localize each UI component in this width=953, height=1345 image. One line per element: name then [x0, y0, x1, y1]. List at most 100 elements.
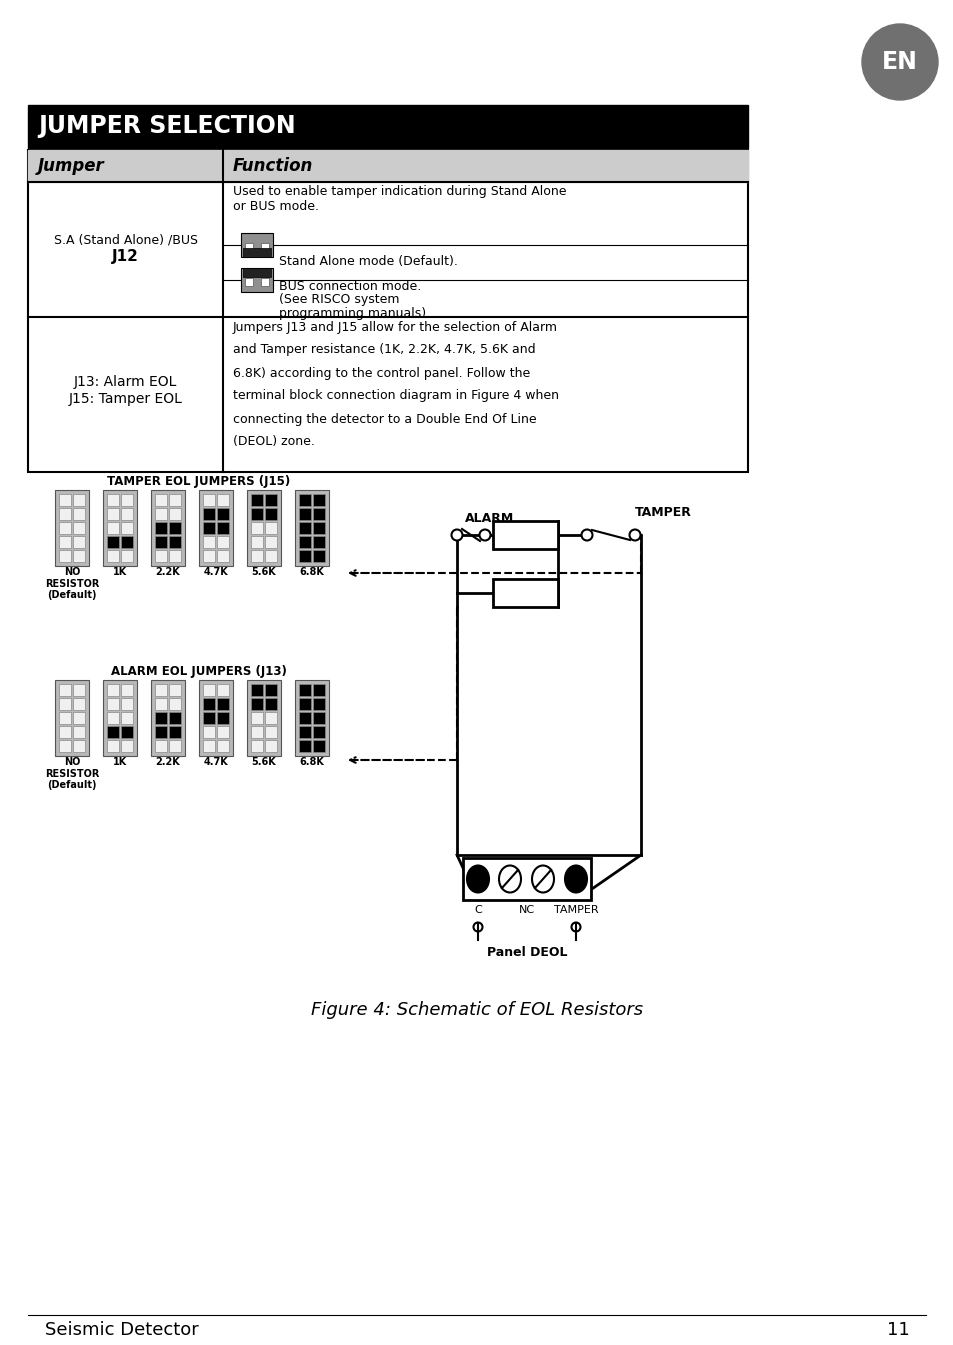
Bar: [59, 508, 71, 521]
Bar: [121, 550, 132, 562]
Ellipse shape: [467, 865, 489, 893]
Ellipse shape: [571, 923, 579, 932]
Bar: [493, 578, 558, 607]
Text: S.A (Stand Alone) /BUS: S.A (Stand Alone) /BUS: [53, 234, 197, 246]
Bar: [121, 740, 132, 752]
Bar: [59, 537, 71, 547]
Bar: [313, 522, 325, 534]
Bar: [216, 698, 229, 710]
Bar: [265, 508, 276, 521]
Text: 2.2K: 2.2K: [155, 757, 180, 767]
Text: (See RISCO system: (See RISCO system: [278, 293, 399, 307]
Bar: [313, 494, 325, 506]
Bar: [261, 278, 269, 286]
Text: 4.7K: 4.7K: [203, 568, 228, 577]
Bar: [59, 712, 71, 724]
Bar: [107, 726, 119, 738]
Bar: [203, 537, 214, 547]
Bar: [251, 712, 263, 724]
Bar: [169, 740, 181, 752]
Bar: [265, 550, 276, 562]
Text: J12: J12: [112, 250, 139, 265]
Bar: [73, 550, 85, 562]
Text: J15: Tamper EOL: J15: Tamper EOL: [69, 391, 182, 406]
Text: 6.8K: 6.8K: [299, 568, 324, 577]
Bar: [107, 698, 119, 710]
Text: Figure 4: Schematic of EOL Resistors: Figure 4: Schematic of EOL Resistors: [311, 1001, 642, 1020]
Ellipse shape: [629, 530, 639, 541]
Text: 6.8K) according to the control panel. Follow the: 6.8K) according to the control panel. Fo…: [233, 366, 530, 379]
Bar: [203, 726, 214, 738]
Text: Stand Alone mode (Default).: Stand Alone mode (Default).: [278, 256, 457, 269]
Bar: [245, 278, 253, 286]
Bar: [298, 494, 311, 506]
Bar: [313, 537, 325, 547]
Bar: [28, 151, 747, 182]
Text: ALARM EOL JUMPERS (J13): ALARM EOL JUMPERS (J13): [111, 666, 287, 678]
Bar: [251, 740, 263, 752]
Bar: [154, 550, 167, 562]
Bar: [151, 681, 185, 756]
Bar: [73, 726, 85, 738]
Bar: [313, 685, 325, 695]
Bar: [265, 537, 276, 547]
Bar: [103, 490, 137, 566]
Text: Panel DEOL: Panel DEOL: [486, 947, 567, 959]
Bar: [154, 698, 167, 710]
Bar: [265, 712, 276, 724]
Bar: [241, 268, 273, 292]
Bar: [73, 537, 85, 547]
Bar: [59, 494, 71, 506]
Bar: [216, 726, 229, 738]
Bar: [203, 522, 214, 534]
Text: Seismic Detector: Seismic Detector: [45, 1321, 198, 1340]
Bar: [313, 740, 325, 752]
Text: EN: EN: [882, 50, 917, 74]
Bar: [28, 151, 747, 472]
Bar: [203, 508, 214, 521]
Ellipse shape: [581, 530, 592, 541]
Text: TAMPER: TAMPER: [634, 507, 691, 519]
Bar: [73, 508, 85, 521]
Bar: [169, 494, 181, 506]
Bar: [216, 712, 229, 724]
Bar: [154, 537, 167, 547]
Bar: [151, 490, 185, 566]
Bar: [493, 521, 558, 549]
Bar: [199, 681, 233, 756]
Bar: [251, 550, 263, 562]
Bar: [203, 698, 214, 710]
Bar: [298, 550, 311, 562]
Text: ALARM: ALARM: [465, 511, 514, 525]
Bar: [73, 522, 85, 534]
Ellipse shape: [498, 865, 520, 893]
Bar: [107, 508, 119, 521]
Bar: [107, 740, 119, 752]
Bar: [107, 537, 119, 547]
Bar: [294, 681, 329, 756]
Bar: [169, 522, 181, 534]
Bar: [265, 726, 276, 738]
Bar: [216, 494, 229, 506]
Text: and Tamper resistance (1K, 2.2K, 4.7K, 5.6K and: and Tamper resistance (1K, 2.2K, 4.7K, 5…: [233, 343, 535, 356]
Bar: [55, 490, 89, 566]
Bar: [298, 537, 311, 547]
Ellipse shape: [451, 530, 462, 541]
Bar: [203, 494, 214, 506]
Bar: [245, 243, 253, 252]
Bar: [203, 685, 214, 695]
Ellipse shape: [479, 530, 490, 541]
Bar: [121, 522, 132, 534]
Bar: [265, 494, 276, 506]
Bar: [121, 494, 132, 506]
Text: (DEOL) zone.: (DEOL) zone.: [233, 436, 314, 448]
Text: Function: Function: [233, 157, 313, 175]
Bar: [169, 726, 181, 738]
Text: 11: 11: [886, 1321, 909, 1340]
Text: 5.6K: 5.6K: [252, 568, 276, 577]
Bar: [298, 726, 311, 738]
Bar: [59, 685, 71, 695]
Bar: [107, 494, 119, 506]
Text: 5.6K: 5.6K: [252, 757, 276, 767]
Bar: [251, 494, 263, 506]
